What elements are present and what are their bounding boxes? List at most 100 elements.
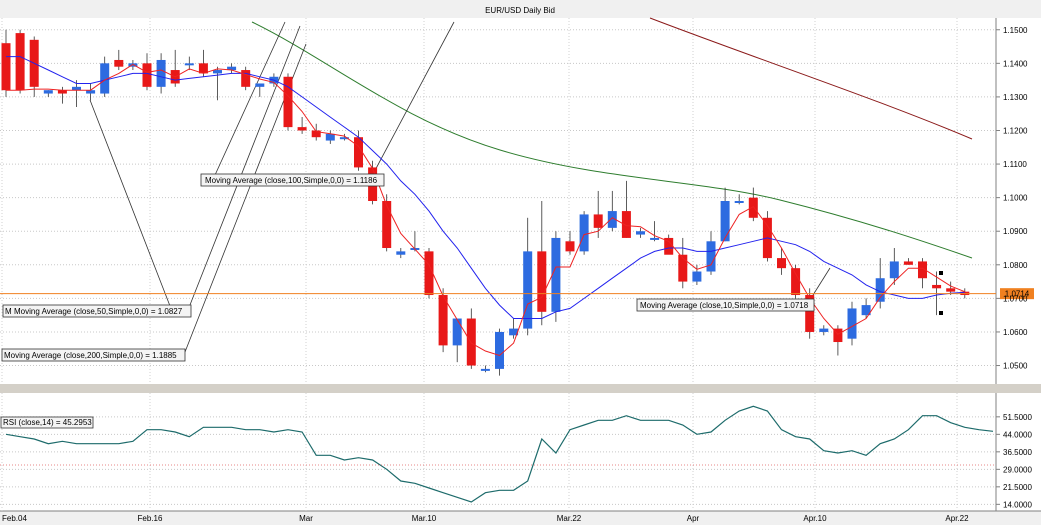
ma-red-line: [6, 63, 965, 357]
candle-body: [57, 90, 67, 94]
candle-body: [523, 251, 533, 329]
leader-line: [209, 21, 286, 187]
candle-body: [466, 318, 476, 366]
candle-body: [720, 201, 730, 242]
candle-body: [241, 70, 251, 87]
ma50-line: [251, 21, 973, 259]
candle-body: [255, 83, 265, 87]
candle-body: [396, 251, 406, 255]
svg-text:Moving Average (close,10,Simpl: Moving Average (close,10,Simple,0,0) = 1…: [640, 301, 809, 310]
candles: [1, 29, 970, 376]
ma200-tag[interactable]: Moving Average (close,200,Simple,0,0) = …: [1, 348, 186, 362]
candle-body: [480, 368, 490, 371]
price-pane: [0, 18, 996, 384]
pane-splitter[interactable]: [0, 384, 1041, 393]
candle-body: [593, 214, 603, 228]
ma10-line: [6, 56, 965, 319]
candle-body: [621, 211, 631, 238]
candle-body: [819, 328, 829, 332]
price-tick-label: 1.1200: [1003, 126, 1028, 135]
rsi-tick-label: 29.0000: [1003, 465, 1032, 474]
rsi-grid: [0, 416, 996, 505]
price-tick-label: 1.0800: [1003, 261, 1028, 270]
candle-body: [678, 254, 688, 282]
marker-square: [939, 311, 943, 315]
candle-body: [932, 284, 942, 289]
current-price-marker: 1.0714: [1000, 288, 1034, 300]
candle-body: [43, 90, 53, 94]
svg-text:Moving Average (close,200,Simp: Moving Average (close,200,Simple,0,0) = …: [4, 351, 177, 360]
candle-body: [650, 237, 660, 240]
leader-line: [187, 25, 301, 311]
svg-text:RSI (close,14) = 45.2953: RSI (close,14) = 45.2953: [3, 418, 92, 427]
ma10-tag[interactable]: Moving Average (close,10,Simple,0,0) = 1…: [636, 298, 815, 312]
candle-body: [495, 331, 504, 369]
candle-body: [325, 133, 335, 141]
rsi-tick-label: 44.0000: [1003, 430, 1032, 439]
leader-line: [89, 99, 171, 307]
svg-text:Moving Average (close,50,Simpl: Moving Average (close,50,Simple,0,0) = 1…: [14, 307, 183, 316]
candle-body: [946, 288, 956, 292]
candle-body: [297, 127, 307, 131]
candle-body: [537, 251, 547, 312]
ma200-line: [649, 17, 973, 140]
candle-body: [636, 231, 645, 235]
rsi-axis-ticks: 51.5000 44.0000 36.5000 29.0000 21.5000 14.00…: [996, 413, 1032, 509]
rsi-tick-label: 36.5000: [1003, 448, 1032, 457]
candle-body: [607, 211, 617, 228]
candle-body: [706, 241, 716, 272]
candle-body: [918, 261, 927, 279]
ma100-tag[interactable]: Moving Average (close,100,Simple,0,0) = …: [200, 173, 385, 187]
candle-body: [664, 237, 674, 255]
candle-body: [86, 90, 96, 94]
rsi-line: [5, 405, 994, 503]
leader-line: [371, 21, 455, 177]
date-axis-labels: Feb.04 Feb.16 Mar Mar.10 Mar.22 Apr Apr.10 Apr.…: [2, 514, 969, 523]
current-price-text: 1.0714: [1005, 290, 1030, 299]
candle-body: [198, 63, 208, 74]
candle-body: [100, 63, 110, 94]
candle-body: [847, 308, 857, 339]
candle-body: [791, 268, 801, 296]
price-tick-label: 1.1500: [1003, 26, 1028, 35]
candle-body: [452, 318, 462, 346]
candle-body: [833, 328, 843, 343]
price-tick-label: 1.1000: [1003, 194, 1028, 203]
date-label: Mar.10: [412, 514, 437, 523]
date-label: Apr.10: [803, 514, 827, 523]
rsi-tick-label: 21.5000: [1003, 483, 1032, 492]
rsi-tick-label: 51.5000: [1003, 413, 1032, 422]
candle-body: [227, 66, 237, 71]
price-axis-ticks: 1.1500 1.1400 1.1300 1.1200 1.1100 1.1000 1.09…: [996, 26, 1028, 371]
date-label: Mar: [299, 514, 313, 523]
candle-body: [72, 86, 81, 91]
candle-body: [551, 237, 561, 312]
candle-body: [142, 63, 152, 87]
candle-body: [903, 261, 913, 265]
price-tick-label: 1.1300: [1003, 93, 1028, 102]
candle-body: [15, 33, 25, 91]
date-label: Mar.22: [557, 514, 582, 523]
date-label: Feb.04: [2, 514, 27, 523]
candle-body: [734, 201, 744, 203]
candle-body: [438, 295, 448, 346]
svg-text:M: M: [5, 307, 12, 316]
rsi-tag[interactable]: RSI (close,14) = 45.2953: [0, 416, 94, 429]
candle-body: [875, 278, 885, 302]
candle-body: [382, 201, 392, 249]
candle-body: [156, 59, 166, 87]
date-label: Feb.16: [138, 514, 163, 523]
price-tick-label: 1.0700: [1003, 294, 1028, 303]
chart-title: EUR/USD Daily Bid: [485, 6, 555, 15]
price-tick-label: 1.0600: [1003, 328, 1028, 337]
candle-body: [579, 214, 589, 252]
candle-body: [748, 197, 758, 218]
price-axis: [996, 18, 1041, 384]
svg-text:Moving Average (close,100,Simp: Moving Average (close,100,Simple,0,0) = …: [205, 176, 378, 185]
ma50-tag[interactable]: M Moving Average (close,50,Simple,0,0) =…: [2, 304, 192, 318]
price-tick-label: 1.0900: [1003, 227, 1028, 236]
candle-body: [283, 76, 293, 128]
candle-body: [692, 271, 702, 282]
candle-body: [509, 328, 519, 336]
